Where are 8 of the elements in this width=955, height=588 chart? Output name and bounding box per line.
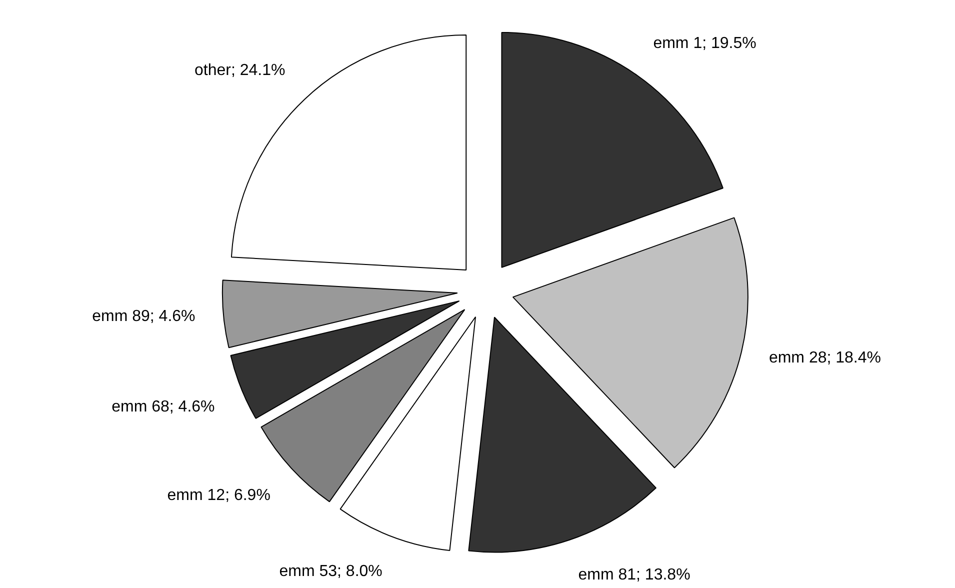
slice-label: other; 24.1%: [194, 62, 286, 79]
slice-label: emm 12; 6.9%: [167, 487, 270, 504]
slice-label: emm 81; 13.8%: [578, 566, 690, 584]
slice-label: emm 68; 4.6%: [112, 398, 215, 416]
slice-label: emm 1; 19.5%: [653, 35, 756, 52]
slice-label: emm 89; 4.6%: [92, 308, 196, 326]
slice-label: emm 28; 18.4%: [768, 350, 881, 367]
slice-label: emm 53; 8.0%: [279, 563, 382, 580]
